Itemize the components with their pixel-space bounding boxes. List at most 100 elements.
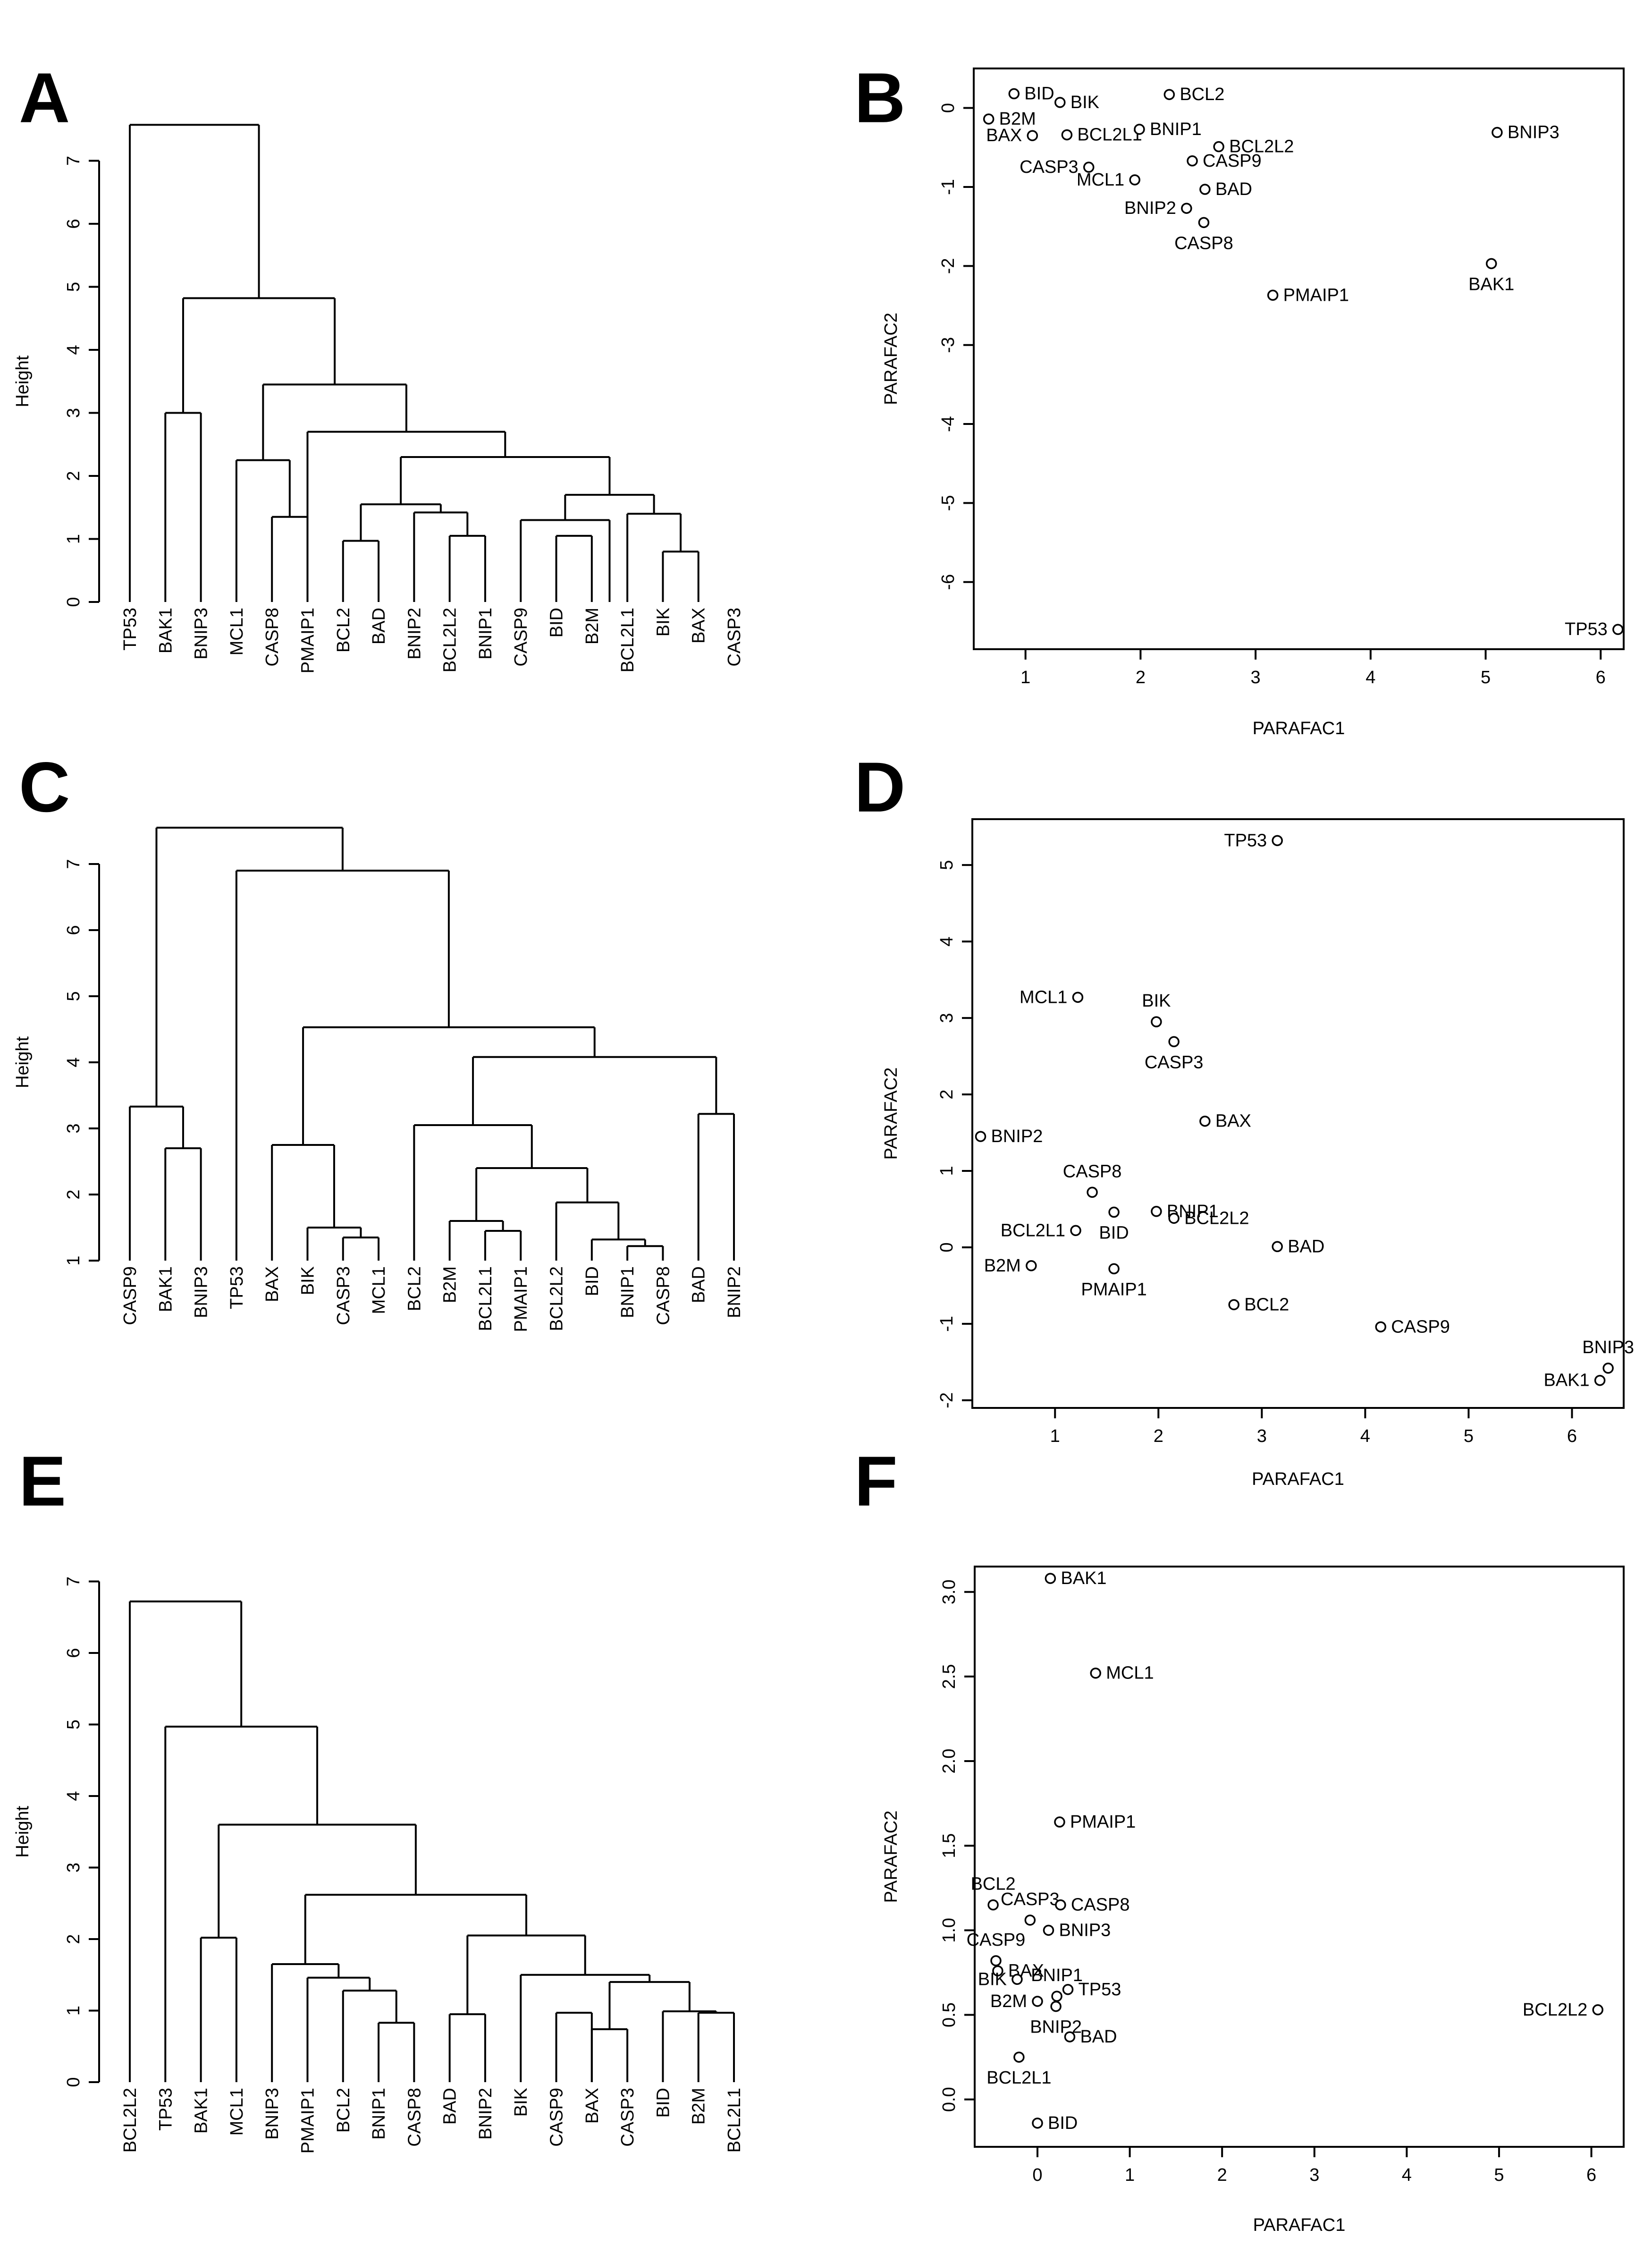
point-label: BCL2L2 — [1523, 2000, 1587, 2020]
panel-letter: A — [19, 58, 70, 137]
x-tick-label: 2 — [1217, 2165, 1227, 2185]
data-point — [1024, 1915, 1036, 1926]
point-label: BID — [1024, 84, 1054, 104]
x-tick-label: 6 — [1586, 2165, 1596, 2185]
leaf-label: BCL2 — [334, 608, 354, 652]
y-tick-label: 5 — [64, 991, 84, 1001]
plot-frame — [971, 818, 1625, 1409]
leaf-label: PMAIP1 — [298, 608, 318, 673]
y-tick-label: -1 — [938, 179, 958, 195]
y-tick-label: 7 — [64, 1576, 84, 1586]
x-tick-label: 4 — [1360, 1426, 1370, 1446]
x-tick-label: 5 — [1464, 1426, 1474, 1446]
point-label: BAK1 — [1061, 1568, 1106, 1588]
y-tick-label: -5 — [938, 495, 958, 511]
y-tick-label: 3.0 — [939, 1579, 959, 1604]
y-tick-label: -4 — [938, 416, 958, 432]
y-tick-label: 2 — [64, 1189, 84, 1199]
leaf-label: BNIP3 — [192, 608, 211, 660]
point-label: CASP3 — [1020, 157, 1079, 177]
point-label: BNIP3 — [1508, 123, 1559, 143]
y-axis-title: Height — [13, 355, 33, 407]
leaf-label: CASP9 — [511, 608, 531, 667]
point-label: BIK — [1070, 93, 1099, 112]
leaf-label: BAK1 — [156, 608, 176, 653]
panel-letter: C — [19, 747, 70, 827]
leaf-label: BAX — [582, 2088, 602, 2124]
leaf-label: CASP8 — [405, 2088, 424, 2147]
data-point — [987, 1899, 999, 1911]
data-point — [1108, 1206, 1120, 1218]
panel-letter: B — [854, 58, 905, 137]
x-axis-title: PARAFAC1 — [1253, 2215, 1346, 2235]
leaf-label: B2M — [689, 2088, 709, 2125]
leaf-label: MCL1 — [227, 2088, 247, 2135]
plot-frame — [973, 68, 1625, 650]
point-label: CASP8 — [1174, 233, 1233, 253]
point-label: MCL1 — [1077, 170, 1124, 190]
leaf-label: BID — [582, 1266, 602, 1296]
leaf-label: MCL1 — [369, 1266, 389, 1314]
x-tick-label: 6 — [1567, 1426, 1577, 1446]
data-point — [1011, 1974, 1023, 1985]
leaf-label: CASP3 — [725, 608, 744, 667]
panel-b: B 1 2 3 4 5 6 0 -1 -2 -3 -4 -5 -6 PARAFAC1 PARAFAC2 BID B… — [854, 58, 1625, 738]
y-axis-title: PARAFAC2 — [881, 313, 901, 405]
leaf-label: PMAIP1 — [511, 1266, 531, 1332]
data-point — [1612, 624, 1624, 635]
point-label: CASP9 — [1203, 151, 1262, 171]
leaf-label: TP53 — [156, 2088, 176, 2131]
y-tick-label: 2 — [64, 471, 84, 481]
point-label: TP53 — [1224, 830, 1267, 850]
x-tick-label: 0 — [1032, 2165, 1042, 2185]
y-tick-label: 0.5 — [939, 2002, 959, 2027]
y-tick-label: 1 — [64, 2006, 84, 2016]
data-point — [1064, 2031, 1076, 2042]
data-point — [975, 1131, 986, 1142]
leaf-label: TP53 — [227, 1266, 247, 1309]
panel-letter: D — [854, 747, 905, 827]
data-point — [990, 1955, 1002, 1966]
data-point — [1062, 1984, 1074, 1995]
point-label: CASP9 — [967, 1930, 1026, 1950]
x-tick-label: 3 — [1309, 2165, 1319, 2185]
y-tick-label: -3 — [938, 337, 958, 353]
leaf-label: BAX — [262, 1266, 282, 1302]
point-label: BNIP1 — [1031, 1966, 1083, 1985]
y-tick-label: 4 — [64, 345, 84, 355]
point-label: BAD — [1288, 1237, 1324, 1256]
point-label: BID — [1099, 1223, 1129, 1243]
data-point — [1090, 1667, 1101, 1679]
point-label: BID — [1048, 2113, 1078, 2133]
data-point — [1026, 1260, 1037, 1271]
point-label: B2M — [990, 1991, 1027, 2011]
data-point — [1043, 1924, 1054, 1936]
leaf-label: BCL2L1 — [618, 608, 638, 672]
data-point — [1129, 174, 1140, 186]
point-label: B2M — [999, 109, 1036, 129]
point-label: BAD — [1080, 2027, 1117, 2047]
data-point — [1070, 1225, 1081, 1237]
data-point — [1083, 161, 1095, 173]
data-point — [1027, 130, 1038, 141]
y-tick-label: 3 — [64, 1123, 84, 1133]
data-point — [1199, 184, 1211, 195]
plot-frame — [974, 1566, 1625, 2148]
leaf-label: BCL2L2 — [547, 1266, 567, 1331]
data-point — [1199, 1115, 1211, 1127]
panel-e: E 0 1 2 3 4 5 6 7 Height BCL2L2 TP53 BAK1 MCL1 BNIP3 PM… — [13, 1441, 744, 2154]
data-point — [1008, 88, 1020, 100]
data-point — [992, 1965, 1003, 1977]
y-tick-label: 1.5 — [939, 1833, 959, 1858]
data-point — [1168, 1212, 1180, 1224]
leaf-label: BAD — [440, 2088, 460, 2125]
point-label: PMAIP1 — [1283, 285, 1349, 305]
x-tick-label: 5 — [1481, 668, 1491, 687]
leaf-label: BIK — [511, 2088, 531, 2117]
leaf-label: BIK — [298, 1266, 318, 1295]
point-label: BCL2 — [1180, 85, 1224, 104]
point-label: BAD — [1215, 179, 1252, 199]
data-point — [1050, 2000, 1062, 2012]
y-tick-label: 5 — [64, 1720, 84, 1729]
x-tick-label: 1 — [1125, 2165, 1135, 2185]
